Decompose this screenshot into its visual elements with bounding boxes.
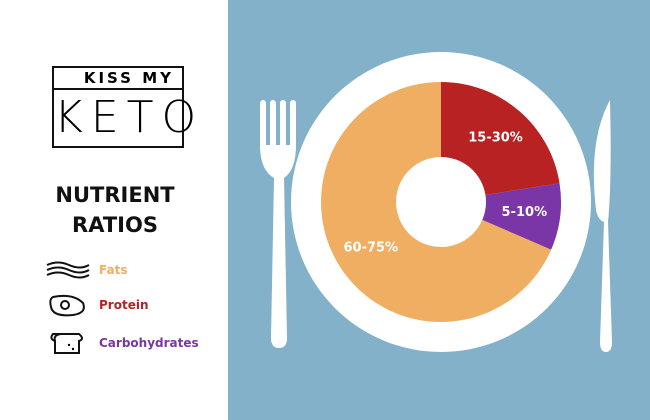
legend-label: Protein [99, 298, 149, 312]
logo-top: KISS MY [54, 68, 182, 90]
legend-item: Fats [45, 257, 127, 283]
value-label: 60-75% [343, 241, 398, 256]
legend-item: Carbohydrates [45, 330, 199, 356]
logo: KISS MY KETO [52, 66, 205, 148]
legend-label: Carbohydrates [99, 336, 199, 350]
knife [593, 100, 612, 352]
legend-label: Fats [99, 263, 128, 277]
slice [321, 82, 552, 323]
left-panel: KISS MY KETO NUTRIENT RATIOS Fats Protei… [0, 0, 228, 420]
bread-icon [50, 333, 83, 354]
logo-bottom: KETO [54, 92, 205, 143]
slice [441, 82, 560, 195]
steak-icon [49, 294, 85, 317]
fork [260, 100, 296, 348]
legend-item: Protein [45, 292, 149, 318]
chart-title: NUTRIENT RATIOS [55, 183, 175, 237]
slice [482, 183, 561, 250]
chart: 60-75% 15-30% 5-10% [228, 0, 650, 420]
value-label: 5-10% [502, 205, 548, 220]
value-label: 15-30% [468, 131, 523, 146]
bacon-icon [46, 261, 90, 279]
